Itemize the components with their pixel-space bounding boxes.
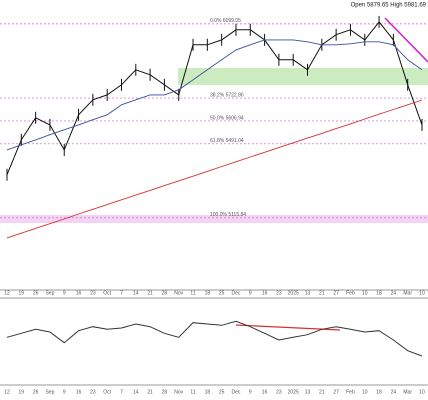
x-tick-label: Nov: [174, 290, 183, 296]
x-tick-label: 9: [249, 290, 252, 296]
x-tick-label: 21: [319, 290, 325, 296]
x-tick-label: 10: [362, 389, 368, 395]
fib-label: 100.0% 5115.84: [210, 212, 246, 218]
x-tick-label: 13: [305, 389, 311, 395]
fib-label: 61.8% 5491.04: [210, 138, 244, 144]
x-tick-label: Mar: [403, 389, 412, 395]
x-tick-label: 27: [333, 290, 339, 296]
x-tick-label: 14: [133, 290, 139, 296]
x-tick-label: Mar: [403, 290, 412, 296]
x-tick-label: 25: [219, 290, 225, 296]
fib-zone: [0, 215, 428, 223]
x-tick-label: 24: [391, 290, 397, 296]
x-tick-label: 18: [376, 290, 382, 296]
x-tick-label: 13: [305, 290, 311, 296]
header: Open 5879.65 High 5981.69: [351, 3, 427, 9]
x-tick-label: 26: [33, 389, 39, 395]
x-tick-label: 27: [333, 389, 339, 395]
support-zone: [178, 68, 428, 85]
x-tick-label: 23: [90, 290, 96, 296]
x-tick-label: Nov: [174, 389, 183, 395]
x-tick-label: Dec: [232, 290, 241, 296]
x-tick-label: Feb: [346, 389, 355, 395]
x-tick-label: 12: [4, 290, 10, 296]
x-tick-label: 21: [147, 389, 153, 395]
x-tick-label: 9: [63, 290, 66, 296]
x-tick-label: 9: [63, 389, 66, 395]
x-tick-label: 14: [133, 389, 139, 395]
x-tick-label: 18: [376, 389, 382, 395]
x-tick-label: 2025: [288, 290, 299, 296]
x-tick-label: 11: [190, 389, 195, 395]
series-line: [6, 39, 423, 151]
x-tick-label: 28: [162, 290, 168, 296]
x-tick-label: 7: [120, 389, 123, 395]
x-tick-label: Feb: [346, 290, 355, 296]
x-tick-label: 25: [219, 389, 225, 395]
x-tick-label: 10: [419, 290, 425, 296]
series-line: [6, 21, 423, 175]
x-tick-label: 28: [162, 389, 168, 395]
x-tick-label: 10: [362, 290, 368, 296]
x-tick-label: 23: [276, 290, 282, 296]
series-line: [6, 99, 423, 239]
header-bg: [330, 0, 428, 9]
x-tick-label: 7: [120, 290, 123, 296]
x-tick-label: 10: [419, 389, 425, 395]
x-tick-label: 12: [4, 389, 10, 395]
x-tick-label: 23: [276, 389, 282, 395]
x-tick-label: 18: [205, 290, 211, 296]
series-line: [6, 320, 423, 357]
x-tick-label: Oct: [103, 389, 111, 395]
fib-label: 0.0% 6099.05: [210, 18, 241, 24]
fib-label: 38.2% 5722.86: [210, 92, 244, 98]
x-tick-label: 18: [205, 389, 211, 395]
x-tick-label: 2025: [288, 389, 299, 395]
x-tick-label: 21: [147, 290, 153, 296]
x-tick-label: 19: [19, 389, 25, 395]
x-tick-label: Sep: [45, 389, 54, 395]
x-tick-label: Sep: [45, 290, 54, 296]
x-tick-label: Dec: [232, 389, 241, 395]
x-tick-label: 11: [190, 290, 195, 296]
trend-line: [384, 17, 428, 63]
x-tick-label: 21: [319, 389, 325, 395]
x-tick-label: 16: [262, 389, 268, 395]
x-tick-label: Oct: [103, 290, 111, 296]
x-tick-label: 24: [391, 389, 397, 395]
x-tick-label: 26: [33, 290, 39, 296]
x-tick-label: 19: [19, 290, 25, 296]
x-tick-label: 16: [76, 389, 82, 395]
x-tick-label: 23: [90, 389, 96, 395]
x-tick-label: 9: [249, 389, 252, 395]
x-tick-label: 16: [262, 290, 268, 296]
fib-label: 50.0% 5606.94: [210, 115, 244, 121]
x-tick-label: 16: [76, 290, 82, 296]
